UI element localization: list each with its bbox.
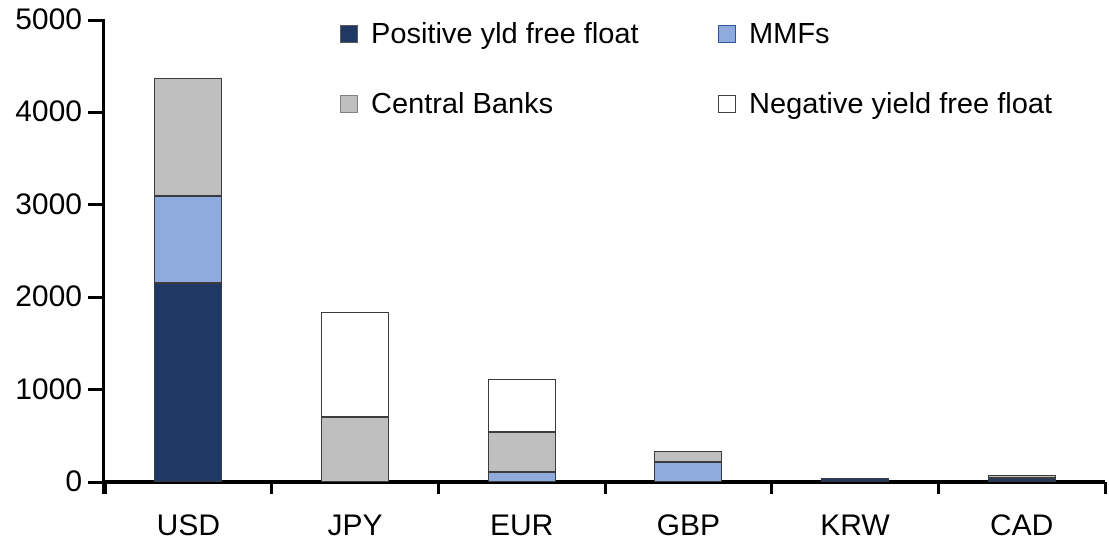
y-axis-tick-label: 5000: [15, 3, 82, 36]
x-axis-label-cad: CAD: [989, 509, 1054, 542]
bar-segment-eur: [487, 432, 556, 472]
bar-segment-cad: [987, 478, 1056, 482]
bar-segment-eur: [487, 379, 556, 433]
x-axis-label-eur: EUR: [489, 509, 554, 542]
legend-item: Central Banks: [340, 86, 553, 122]
y-axis-line: [102, 20, 105, 494]
bar-segment-usd: [154, 283, 223, 482]
bar-segment-gbp: [654, 461, 723, 482]
bar-segment-usd: [154, 78, 223, 196]
bar-segment-krw: [821, 477, 889, 482]
x-axis-tick: [603, 482, 607, 494]
bar-segment-jpy: [321, 417, 389, 482]
bar-segment-usd: [154, 195, 223, 284]
legend-swatch-icon: [340, 25, 358, 43]
y-axis-tick: [88, 110, 105, 114]
legend-item: Positive yld free float: [340, 16, 639, 52]
x-axis-tick: [270, 482, 274, 494]
bar-segment-eur: [487, 471, 556, 482]
legend-item: Negative yield free float: [718, 86, 1052, 122]
x-axis-tick: [1103, 482, 1107, 494]
bar-segment-cad: [987, 475, 1056, 479]
y-axis-tick-label: 2000: [15, 280, 82, 314]
legend-label: Positive yld free float: [371, 18, 639, 50]
x-axis-label-jpy: JPY: [327, 509, 383, 542]
y-axis-tick: [88, 18, 105, 22]
y-axis-tick: [88, 480, 105, 484]
legend-swatch-icon: [718, 95, 736, 113]
bar-segment-gbp: [654, 451, 723, 462]
legend-label: Negative yield free float: [749, 88, 1053, 120]
y-axis-tick: [88, 203, 105, 207]
x-axis-tick: [770, 482, 774, 494]
y-axis-tick-label: 3000: [15, 187, 82, 221]
y-axis-tick-label: 0: [65, 465, 82, 498]
x-axis-tick: [436, 482, 440, 494]
x-axis-tick: [936, 482, 940, 494]
legend-swatch-icon: [718, 25, 736, 43]
legend-label: Central Banks: [371, 88, 554, 120]
x-axis-label-usd: USD: [156, 509, 220, 542]
y-axis-tick: [88, 295, 105, 299]
x-axis-tick: [103, 482, 107, 494]
legend-item: MMFs: [718, 16, 830, 52]
legend-swatch-icon: [340, 95, 358, 113]
y-axis-tick-label: 4000: [15, 95, 82, 129]
x-axis-label-krw: KRW: [820, 509, 890, 542]
y-axis-tick-label: 1000: [15, 372, 82, 406]
y-axis-tick: [88, 388, 105, 392]
x-axis-label-gbp: GBP: [656, 509, 720, 542]
bar-segment-jpy: [321, 311, 389, 418]
legend-label: MMFs: [749, 18, 830, 50]
